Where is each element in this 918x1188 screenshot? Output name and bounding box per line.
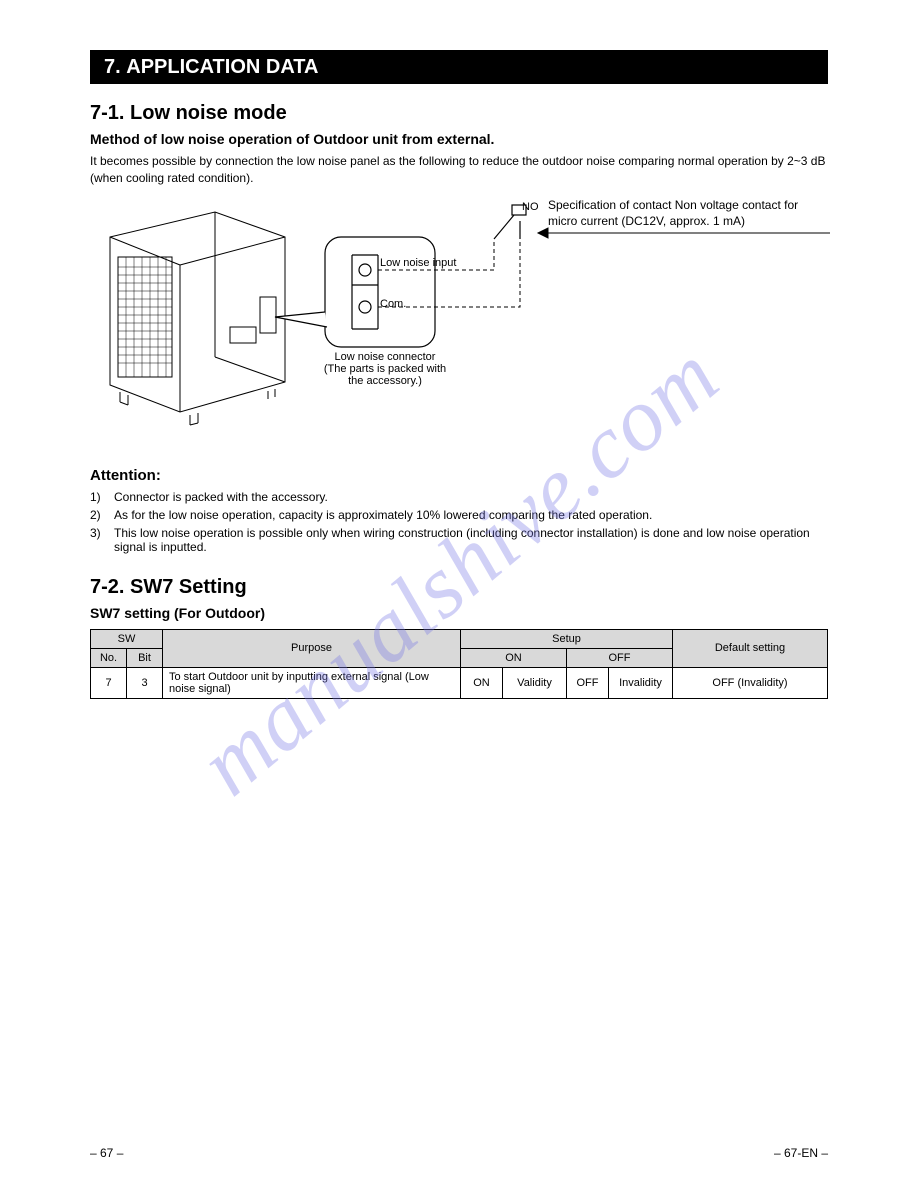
page: 7. APPLICATION DATA 7-1. Low noise mode … [0, 0, 918, 1188]
label-connector: Low noise connector (The parts is packed… [320, 351, 450, 387]
th-default: Default setting [673, 629, 828, 667]
th-on: ON [461, 648, 567, 667]
list-item: 1)Connector is packed with the accessory… [90, 490, 828, 504]
th-no: No. [91, 648, 127, 667]
list-item: 2)As for the low noise operation, capaci… [90, 508, 828, 522]
footer-left: – 67 – [90, 1146, 123, 1160]
label-no: NO [522, 201, 539, 213]
cell-purpose: To start Outdoor unit by inputting exter… [163, 667, 461, 698]
list-item: 3)This low noise operation is possible o… [90, 526, 828, 554]
heading-7-1: 7-1. Low noise mode [90, 102, 828, 125]
cell-on2: Validity [503, 667, 567, 698]
th-bit: Bit [127, 648, 163, 667]
heading-7-2: 7-2. SW7 Setting [90, 576, 828, 599]
cell-off1: OFF [567, 667, 609, 698]
th-off: OFF [567, 648, 673, 667]
cell-on1: ON [461, 667, 503, 698]
th-purpose: Purpose [163, 629, 461, 667]
footer-right: – 67-EN – [774, 1146, 828, 1160]
attention-heading: Attention: [90, 467, 828, 484]
label-contact-spec: Specification of contact Non voltage con… [548, 197, 828, 229]
attention-list: 1)Connector is packed with the accessory… [90, 490, 828, 554]
label-com: Com. [380, 298, 406, 310]
sw7-table: SW Purpose Setup Default setting No. Bit… [90, 629, 828, 699]
th-sw: SW [91, 629, 163, 648]
banner-number: 7. [104, 56, 121, 79]
wiring-diagram: Low noise input Com. Low noise connector… [90, 197, 828, 457]
th-setup: Setup [461, 629, 673, 648]
banner-title: APPLICATION DATA [126, 56, 318, 79]
outdoor-unit-illustration [90, 197, 830, 457]
subheading-7-1: Method of low noise operation of Outdoor… [90, 131, 828, 147]
table-row: 7 3 To start Outdoor unit by inputting e… [91, 667, 828, 698]
cell-off2: Invalidity [609, 667, 673, 698]
label-low-noise-input: Low noise input [380, 257, 456, 269]
section-banner: 7. APPLICATION DATA [90, 50, 828, 84]
table-row: SW Purpose Setup Default setting [91, 629, 828, 648]
cell-default: OFF (Invalidity) [673, 667, 828, 698]
cell-no: 7 [91, 667, 127, 698]
subheading-7-2: SW7 setting (For Outdoor) [90, 605, 828, 621]
intro-text: It becomes possible by connection the lo… [90, 153, 828, 187]
cell-bit: 3 [127, 667, 163, 698]
